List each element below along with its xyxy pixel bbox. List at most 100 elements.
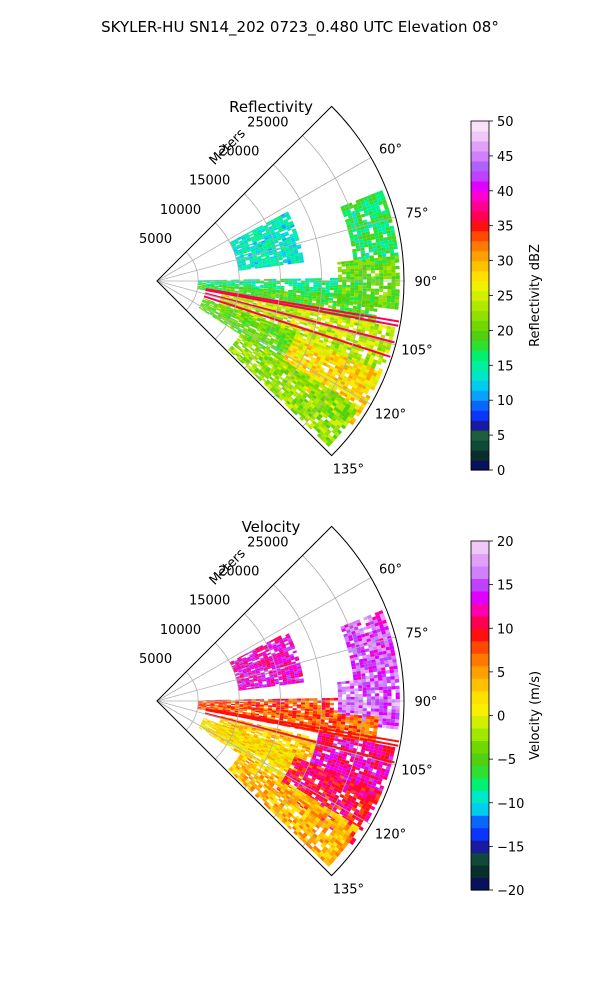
echo-cell xyxy=(381,667,386,672)
echo-cell xyxy=(330,424,336,430)
echo-cell xyxy=(277,225,282,230)
echo-cell xyxy=(288,326,294,330)
echo-cell xyxy=(294,253,299,256)
echo-cell xyxy=(374,376,380,382)
echo-cell xyxy=(279,242,284,246)
echo-cell xyxy=(271,222,276,226)
echo-cell xyxy=(310,324,316,328)
echo-cell xyxy=(391,712,396,716)
echo-cell xyxy=(387,696,392,700)
echo-cell xyxy=(321,282,326,286)
echo-cell xyxy=(336,726,341,730)
echo-cell xyxy=(389,669,395,674)
echo-cell xyxy=(337,386,343,391)
echo-cell xyxy=(319,418,325,424)
echo-cell xyxy=(281,673,287,677)
echo-cell xyxy=(248,253,253,257)
echo-cell xyxy=(280,278,285,281)
echo-cell xyxy=(344,760,350,764)
echo-cell xyxy=(352,762,358,767)
echo-cell xyxy=(198,284,203,286)
echo-cell xyxy=(265,339,270,343)
echo-cell xyxy=(282,350,287,355)
echo-cell xyxy=(394,259,400,263)
echo-cell xyxy=(333,347,339,352)
echo-cell xyxy=(353,717,358,721)
echo-cell xyxy=(237,357,241,362)
echo-cell xyxy=(313,399,319,405)
echo-cell xyxy=(370,715,375,720)
echo-cell xyxy=(325,344,331,349)
echo-cell xyxy=(350,318,355,323)
echo-cell xyxy=(249,257,254,260)
echo-cell xyxy=(296,244,301,248)
echo-cell xyxy=(392,662,398,667)
echo-cell xyxy=(292,230,297,234)
echo-cell xyxy=(261,329,266,333)
echo-cell xyxy=(242,658,247,662)
echo-cell xyxy=(263,382,268,387)
echo-cell xyxy=(359,241,364,246)
echo-cell xyxy=(345,221,351,226)
echo-cell xyxy=(230,708,235,710)
echo-cell xyxy=(387,266,392,270)
echo-cell xyxy=(387,269,392,273)
echo-cell xyxy=(361,374,367,380)
echo-cell xyxy=(272,698,277,701)
echo-cell xyxy=(395,272,400,276)
echo-cell xyxy=(282,647,288,651)
echo-cell xyxy=(363,243,369,248)
echo-cell xyxy=(222,304,227,308)
echo-cell xyxy=(318,759,324,764)
echo-cell xyxy=(257,675,262,679)
echo-cell xyxy=(277,645,282,650)
echo-cell xyxy=(343,382,349,388)
echo-cell xyxy=(382,676,387,681)
echo-cell xyxy=(265,677,271,680)
echo-cell xyxy=(336,416,342,422)
echo-cell xyxy=(342,287,347,291)
echo-cell xyxy=(377,370,383,376)
echo-cell xyxy=(257,652,263,656)
echo-cell xyxy=(387,709,392,713)
echo-cell xyxy=(387,639,393,644)
echo-cell xyxy=(361,636,367,641)
echo-cell xyxy=(314,311,319,315)
echo-cell xyxy=(361,301,366,305)
echo-cell xyxy=(245,365,250,370)
echo-cell xyxy=(218,304,223,307)
echo-cell xyxy=(387,702,392,706)
echo-cell xyxy=(255,702,260,704)
echo-cell xyxy=(328,368,334,373)
echo-cell xyxy=(368,197,374,203)
echo-cell xyxy=(271,373,277,378)
echo-cell xyxy=(374,655,380,660)
echo-cell xyxy=(290,361,295,366)
echo-cell xyxy=(315,358,320,363)
echo-cell xyxy=(313,392,319,398)
echo-cell xyxy=(386,298,391,303)
echo-cell xyxy=(263,226,269,230)
echo-cell xyxy=(318,392,324,398)
echo-cell xyxy=(304,717,309,721)
echo-cell xyxy=(282,636,287,641)
echo-cell xyxy=(296,290,301,294)
echo-cell xyxy=(198,702,203,703)
echo-cell xyxy=(337,738,343,743)
echo-cell xyxy=(246,291,252,293)
echo-cell xyxy=(293,669,298,672)
echo-cell xyxy=(395,685,400,690)
echo-cell xyxy=(343,406,349,412)
echo-cell xyxy=(324,411,330,417)
echo-cell xyxy=(274,660,279,664)
echo-cell xyxy=(271,713,276,716)
echo-cell xyxy=(270,681,275,684)
echo-cell xyxy=(356,309,361,313)
echo-cell xyxy=(244,361,249,366)
echo-cell xyxy=(206,300,211,303)
echo-cell xyxy=(341,756,347,761)
echo-cell xyxy=(350,410,356,416)
echo-cell xyxy=(258,684,263,687)
echo-cell xyxy=(214,311,219,315)
echo-cell xyxy=(232,245,237,249)
